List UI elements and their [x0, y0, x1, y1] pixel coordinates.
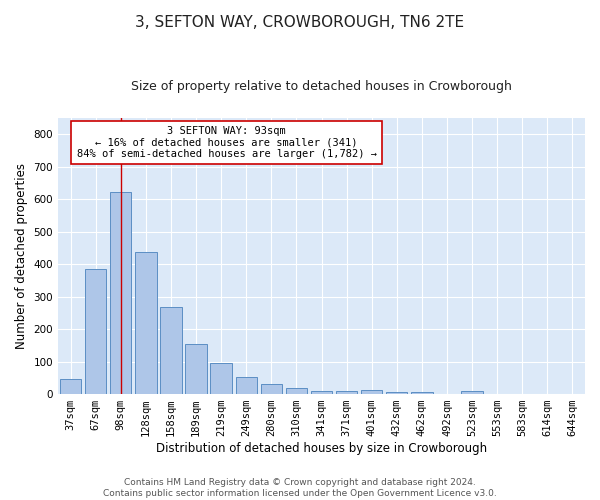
Text: 3, SEFTON WAY, CROWBOROUGH, TN6 2TE: 3, SEFTON WAY, CROWBOROUGH, TN6 2TE — [136, 15, 464, 30]
Bar — [185, 344, 207, 394]
Text: Contains HM Land Registry data © Crown copyright and database right 2024.
Contai: Contains HM Land Registry data © Crown c… — [103, 478, 497, 498]
Bar — [160, 308, 182, 394]
Bar — [60, 379, 81, 394]
Bar — [236, 376, 257, 394]
Bar — [461, 392, 483, 394]
Bar — [211, 363, 232, 394]
Bar — [311, 391, 332, 394]
Bar — [110, 192, 131, 394]
Y-axis label: Number of detached properties: Number of detached properties — [15, 163, 28, 349]
Title: Size of property relative to detached houses in Crowborough: Size of property relative to detached ho… — [131, 80, 512, 93]
Bar — [286, 388, 307, 394]
Bar — [85, 269, 106, 394]
Text: 3 SEFTON WAY: 93sqm
← 16% of detached houses are smaller (341)
84% of semi-detac: 3 SEFTON WAY: 93sqm ← 16% of detached ho… — [77, 126, 377, 160]
Bar — [260, 384, 282, 394]
Bar — [361, 390, 382, 394]
Bar — [336, 390, 357, 394]
X-axis label: Distribution of detached houses by size in Crowborough: Distribution of detached houses by size … — [156, 442, 487, 455]
Bar — [411, 392, 433, 394]
Bar — [386, 392, 407, 394]
Bar — [135, 252, 157, 394]
